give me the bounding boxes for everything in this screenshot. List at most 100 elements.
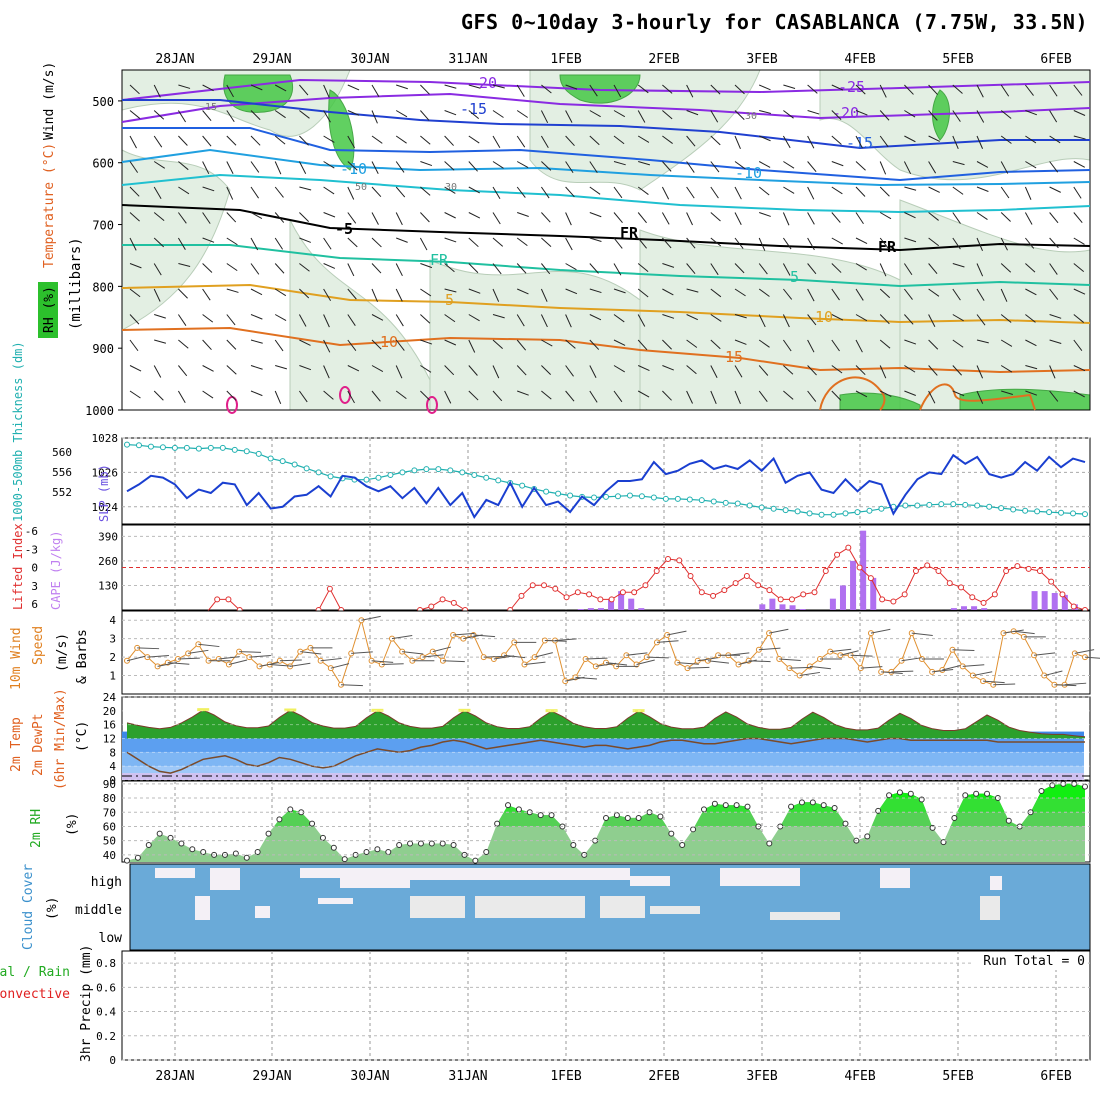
wind-barb xyxy=(492,84,505,89)
dewpoint-line xyxy=(126,737,1085,774)
wind-barb xyxy=(226,186,234,200)
wind-barb xyxy=(1025,161,1037,169)
wind-barb xyxy=(226,314,236,326)
wind-barb xyxy=(1025,365,1038,370)
thickness-point xyxy=(147,443,154,450)
thickness-point xyxy=(159,444,166,451)
wind-barb xyxy=(710,263,719,276)
wind-barb xyxy=(952,314,964,322)
wind-barb xyxy=(758,314,766,328)
date-label-bottom: 28JAN xyxy=(155,1069,194,1084)
wind-barb xyxy=(686,339,698,348)
warm-contour-b xyxy=(919,383,1036,411)
wind-barb xyxy=(904,390,916,396)
lifted-index-point xyxy=(890,598,897,605)
thickness-point xyxy=(219,444,226,451)
wind-barb xyxy=(1049,84,1058,97)
rh-point xyxy=(864,833,871,840)
wind-barb xyxy=(178,365,188,377)
cape-tick-label: 260 xyxy=(98,555,118,568)
wind-barb xyxy=(758,288,770,297)
wind-barb xyxy=(540,186,550,199)
wind-barb xyxy=(250,161,260,173)
wind-barb xyxy=(976,110,985,123)
temperature-contour-8 xyxy=(121,283,1091,324)
wind-barb xyxy=(758,161,771,168)
surface-wind-barb xyxy=(524,661,546,665)
wind-barb xyxy=(444,186,456,194)
wind-barb xyxy=(1049,288,1059,300)
contour-label: -20 xyxy=(832,104,859,122)
lifted-index-point xyxy=(755,582,762,589)
surface-wind-barb xyxy=(799,671,820,677)
wind-barb xyxy=(226,110,235,123)
cape-bar xyxy=(1041,591,1048,610)
wind-barb xyxy=(250,110,261,121)
surface-wind-barb xyxy=(952,649,975,652)
rh-point xyxy=(613,812,620,819)
wind-barb xyxy=(613,314,625,323)
thickness-point xyxy=(423,466,430,473)
date-label-bottom: 6FEB xyxy=(1040,1069,1071,1084)
wind-barb xyxy=(904,110,916,118)
wind-barb xyxy=(540,135,549,148)
surface-wind-barb xyxy=(636,659,655,665)
wind-barb xyxy=(879,84,887,98)
wind-barb xyxy=(734,390,741,405)
wind-barb xyxy=(420,365,432,373)
wind-barb xyxy=(153,84,161,98)
cape-bar xyxy=(829,598,836,610)
thickness-tick-label: 556 xyxy=(52,466,72,479)
wind-barb xyxy=(250,365,263,370)
wind-barb xyxy=(976,237,983,251)
lifted-tick-label: 0 xyxy=(31,562,38,575)
wind-barb xyxy=(565,135,575,147)
wind-barb xyxy=(395,186,406,198)
wind-barb xyxy=(202,339,212,351)
thickness-point xyxy=(794,508,801,515)
wind-barb xyxy=(928,365,938,376)
contour-label: 10 xyxy=(815,308,833,326)
wind-barb xyxy=(274,237,284,250)
wind-barb xyxy=(686,390,693,404)
wind-barb xyxy=(637,84,649,94)
wind-barb xyxy=(444,263,455,273)
wind-barb xyxy=(952,110,961,122)
lifted-index-point xyxy=(518,592,525,599)
wind-barb xyxy=(347,390,355,404)
wind-barb xyxy=(928,212,939,221)
wind-barb xyxy=(662,288,674,296)
thickness-point xyxy=(387,472,394,479)
rh-shading-7 xyxy=(121,149,231,331)
wind-barb xyxy=(758,339,770,348)
wind-barb xyxy=(154,314,166,319)
contour-label: -15 xyxy=(460,100,487,118)
wind-barb xyxy=(662,135,673,144)
wind-barb xyxy=(565,186,575,198)
thickness-point xyxy=(135,442,142,449)
rh-point xyxy=(831,805,838,811)
rh-point xyxy=(428,840,435,847)
thickness-point xyxy=(603,493,609,500)
surface-wind-barb xyxy=(942,665,961,671)
wind-barb xyxy=(202,212,211,224)
date-label-bottom: 4FEB xyxy=(844,1069,875,1084)
wind-barb xyxy=(637,263,649,273)
wind-barb xyxy=(783,84,796,89)
wind-barb xyxy=(759,110,772,114)
cape-bar xyxy=(1061,594,1068,610)
temperature-contour-3 xyxy=(122,127,1091,182)
wind-barb xyxy=(202,263,213,273)
wind-barb xyxy=(710,288,722,298)
pressure-tick-label: 800 xyxy=(92,280,114,294)
rh-point xyxy=(396,841,403,848)
wind-barb xyxy=(783,161,795,169)
surface-wind-barb xyxy=(228,659,248,665)
wind-barb xyxy=(540,110,549,124)
temperature-contour-2 xyxy=(122,99,1090,150)
surface-wind-barb xyxy=(983,680,1005,684)
thickness-point xyxy=(171,444,178,451)
surface-wind-barb xyxy=(249,655,271,658)
rh-point xyxy=(657,813,664,820)
wind-barb xyxy=(807,390,817,402)
